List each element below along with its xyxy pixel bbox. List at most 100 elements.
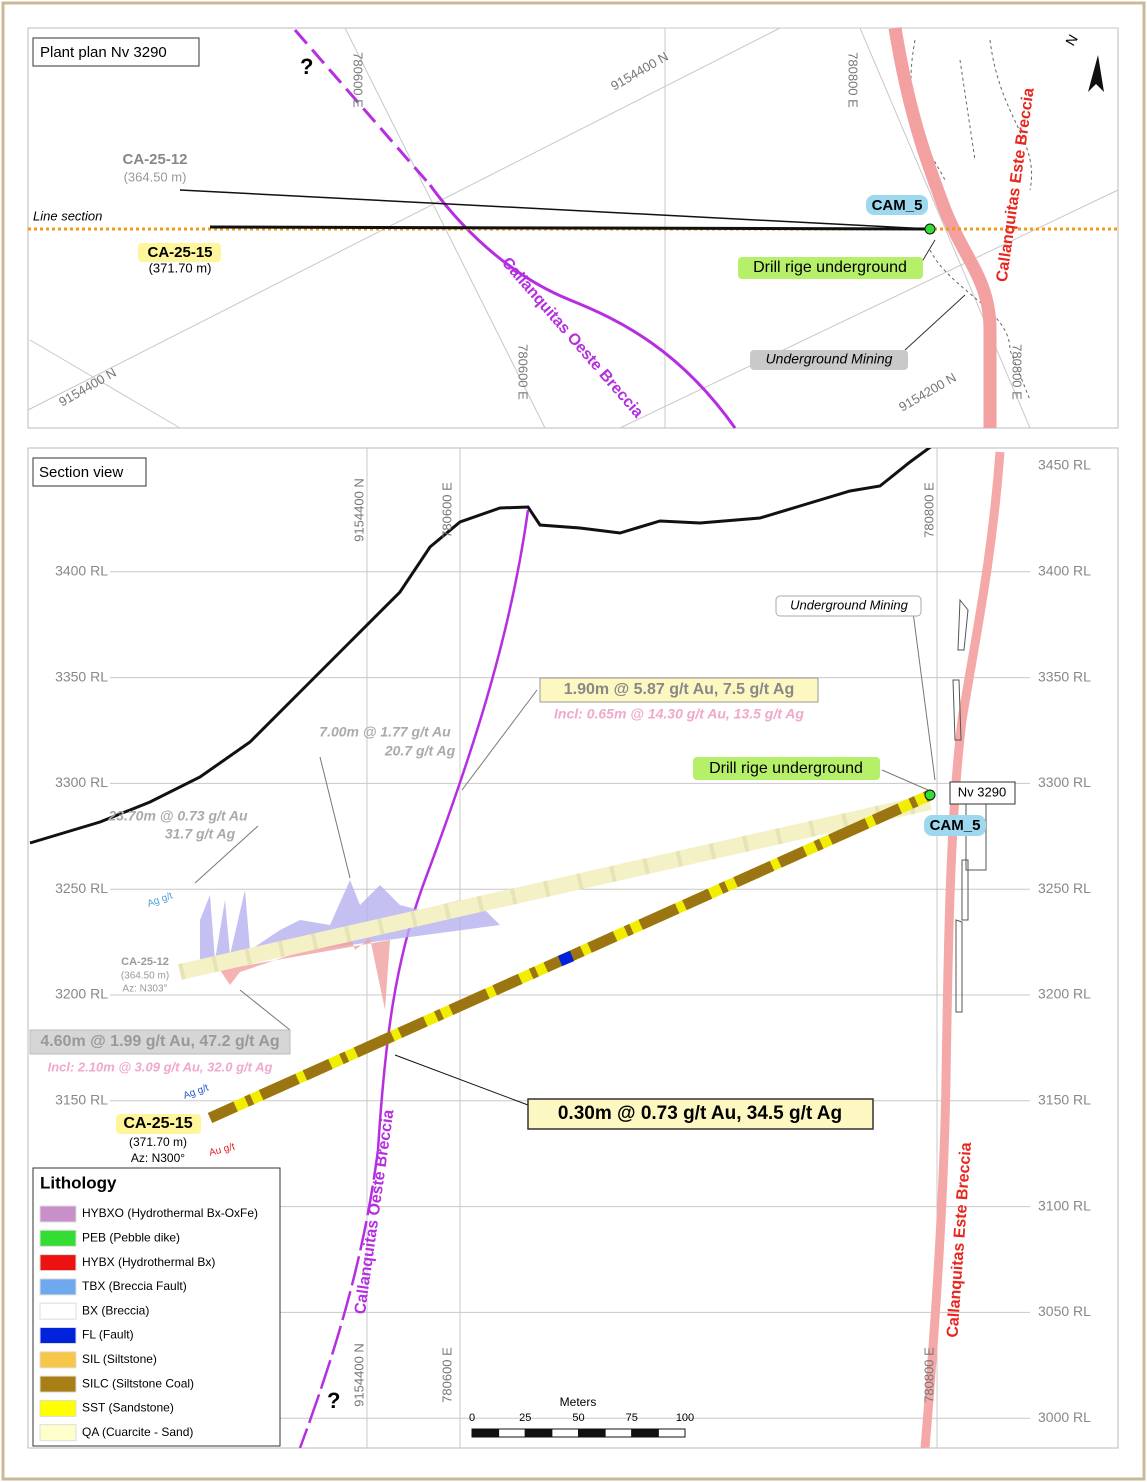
scale-tick-label: 75 (626, 1412, 638, 1424)
scale-segment (471, 1428, 500, 1438)
scale-tick-label: 25 (519, 1412, 531, 1424)
legend-swatch (39, 1229, 77, 1247)
rl-label: 3300 RL (1038, 774, 1091, 790)
intercept: 7.00m @ 1.77 g/t Au (319, 724, 451, 740)
plan-panel: Plant plan Nv 3290 ? N CA-25-12 (364.50 … (27, 26, 1119, 429)
intercept-incl: 20.7 g/t Ag (384, 743, 456, 759)
legend-label: BX (Breccia) (82, 1303, 149, 1317)
grid-line (859, 27, 1031, 429)
grid-label: 780600 E (439, 482, 454, 538)
grid-line (27, 27, 781, 411)
intercept-incl: Incl: 0.65m @ 14.30 g/t Au, 13.5 g/t Ag (554, 706, 804, 722)
label-bg (866, 195, 928, 215)
legend: Lithology HYBXO (Hydrothermal Bx-OxFe) PE… (32, 1167, 281, 1447)
leader (461, 689, 538, 791)
hole-azimuth: Az: N300° (131, 1151, 185, 1165)
label-bg (116, 1114, 201, 1134)
mining-label: Underground Mining (766, 351, 893, 367)
rl-label: 3100 RL (1038, 1197, 1091, 1213)
este-breccia-trace (920, 451, 1005, 1449)
hole-trace (179, 189, 931, 230)
collar-label: CAM_5 (872, 197, 923, 214)
rl-label: 3400 RL (1038, 563, 1091, 579)
legend-swatch (39, 1351, 77, 1369)
oeste-breccia-dashed (293, 29, 432, 186)
leader (194, 825, 259, 884)
scale-segment (578, 1428, 606, 1438)
label-bg (693, 757, 880, 780)
hole-length: (364.50 m) (124, 169, 187, 184)
leader (239, 989, 291, 1031)
leader (394, 1054, 529, 1106)
rig-label: Drill rige underground (753, 259, 907, 276)
legend-label: HYBX (Hydrothermal Bx) (82, 1255, 215, 1269)
label-bg (750, 350, 908, 370)
hole-length: (364.50 m) (121, 971, 169, 982)
grid-label: 780600 E (351, 52, 366, 108)
legend-label: FL (Fault) (82, 1328, 134, 1342)
underground-workings (910, 39, 1032, 401)
hole-name: CA-25-15 (147, 244, 212, 261)
grid-label: 9154400 N (351, 1343, 366, 1407)
question-mark: ? (327, 1388, 340, 1413)
hole-name: CA-25-12 (122, 151, 187, 168)
rl-label: 3350 RL (55, 668, 108, 684)
collar-marker (924, 223, 936, 235)
intercept-box (539, 677, 819, 703)
grid-label: 780600 E (439, 1347, 454, 1403)
rig-label: Drill rige underground (709, 760, 863, 777)
intercept-box (527, 1098, 874, 1130)
label-bg (738, 257, 923, 279)
scale-title: Meters (560, 1395, 597, 1409)
scale-segment (604, 1428, 633, 1438)
grid-label: 780800 E (921, 482, 936, 538)
scale-tick-label: 100 (676, 1412, 694, 1424)
grid-line (29, 339, 181, 429)
rl-label: 3050 RL (1038, 1303, 1091, 1319)
grid-label: 780800 E (846, 52, 861, 108)
hole-azimuth: Az: N303° (122, 984, 167, 995)
legend-label: HYBXO (Hydrothermal Bx-OxFe) (82, 1206, 258, 1220)
intercept: 23.70m @ 0.73 g/t Au (107, 808, 248, 824)
rl-label: 3400 RL (55, 563, 108, 579)
fault-interval (557, 950, 575, 967)
leader (319, 756, 351, 879)
legend-swatch (39, 1302, 77, 1320)
title-box (32, 37, 200, 67)
scale-segment (657, 1428, 686, 1438)
hole-length: (371.70 m) (129, 1135, 187, 1149)
oeste-breccia-trace (428, 184, 737, 429)
legend-swatch (39, 1254, 77, 1272)
legend-title: Lithology (40, 1173, 117, 1192)
legend-swatch (39, 1205, 77, 1223)
rl-label: 3200 RL (1038, 986, 1091, 1002)
scale-segment (498, 1428, 526, 1438)
scale-tick-label: 50 (572, 1412, 584, 1424)
drill-hole-ca-25-12 (178, 794, 932, 980)
plan-title: Plant plan Nv 3290 (40, 44, 167, 61)
leaders (194, 611, 936, 1106)
grid-label: 780800 E (921, 1347, 936, 1403)
grid-label: 780800 E (1010, 344, 1025, 400)
leader (904, 294, 966, 351)
scale-segment (631, 1428, 659, 1438)
intercept: 0.30m @ 0.73 g/t Au, 34.5 g/t Ag (558, 1103, 842, 1124)
hole-trace (209, 225, 931, 231)
label-bg (924, 815, 986, 836)
intercept-incl: 31.7 g/t Ag (165, 826, 236, 842)
rl-label: 3300 RL (55, 774, 108, 790)
legend-swatch (39, 1327, 77, 1344)
rl-label: 3150 RL (55, 1092, 108, 1108)
grid-label: 780600 E (516, 344, 531, 400)
scale-bar: Meters 0 25 50 75 100 (469, 1395, 694, 1438)
intercept: 4.60m @ 1.99 g/t Au, 47.2 g/t Ag (40, 1033, 279, 1050)
collar-marker (924, 789, 936, 801)
leader (912, 611, 936, 781)
este-breccia-trace (888, 26, 997, 428)
hole-length: (371.70 m) (149, 260, 212, 275)
rl-label: 3150 RL (1038, 1092, 1091, 1108)
intercept-box (29, 1029, 291, 1055)
legend-label: PEB (Pebble dike) (82, 1230, 180, 1244)
label-bg (949, 781, 1016, 805)
